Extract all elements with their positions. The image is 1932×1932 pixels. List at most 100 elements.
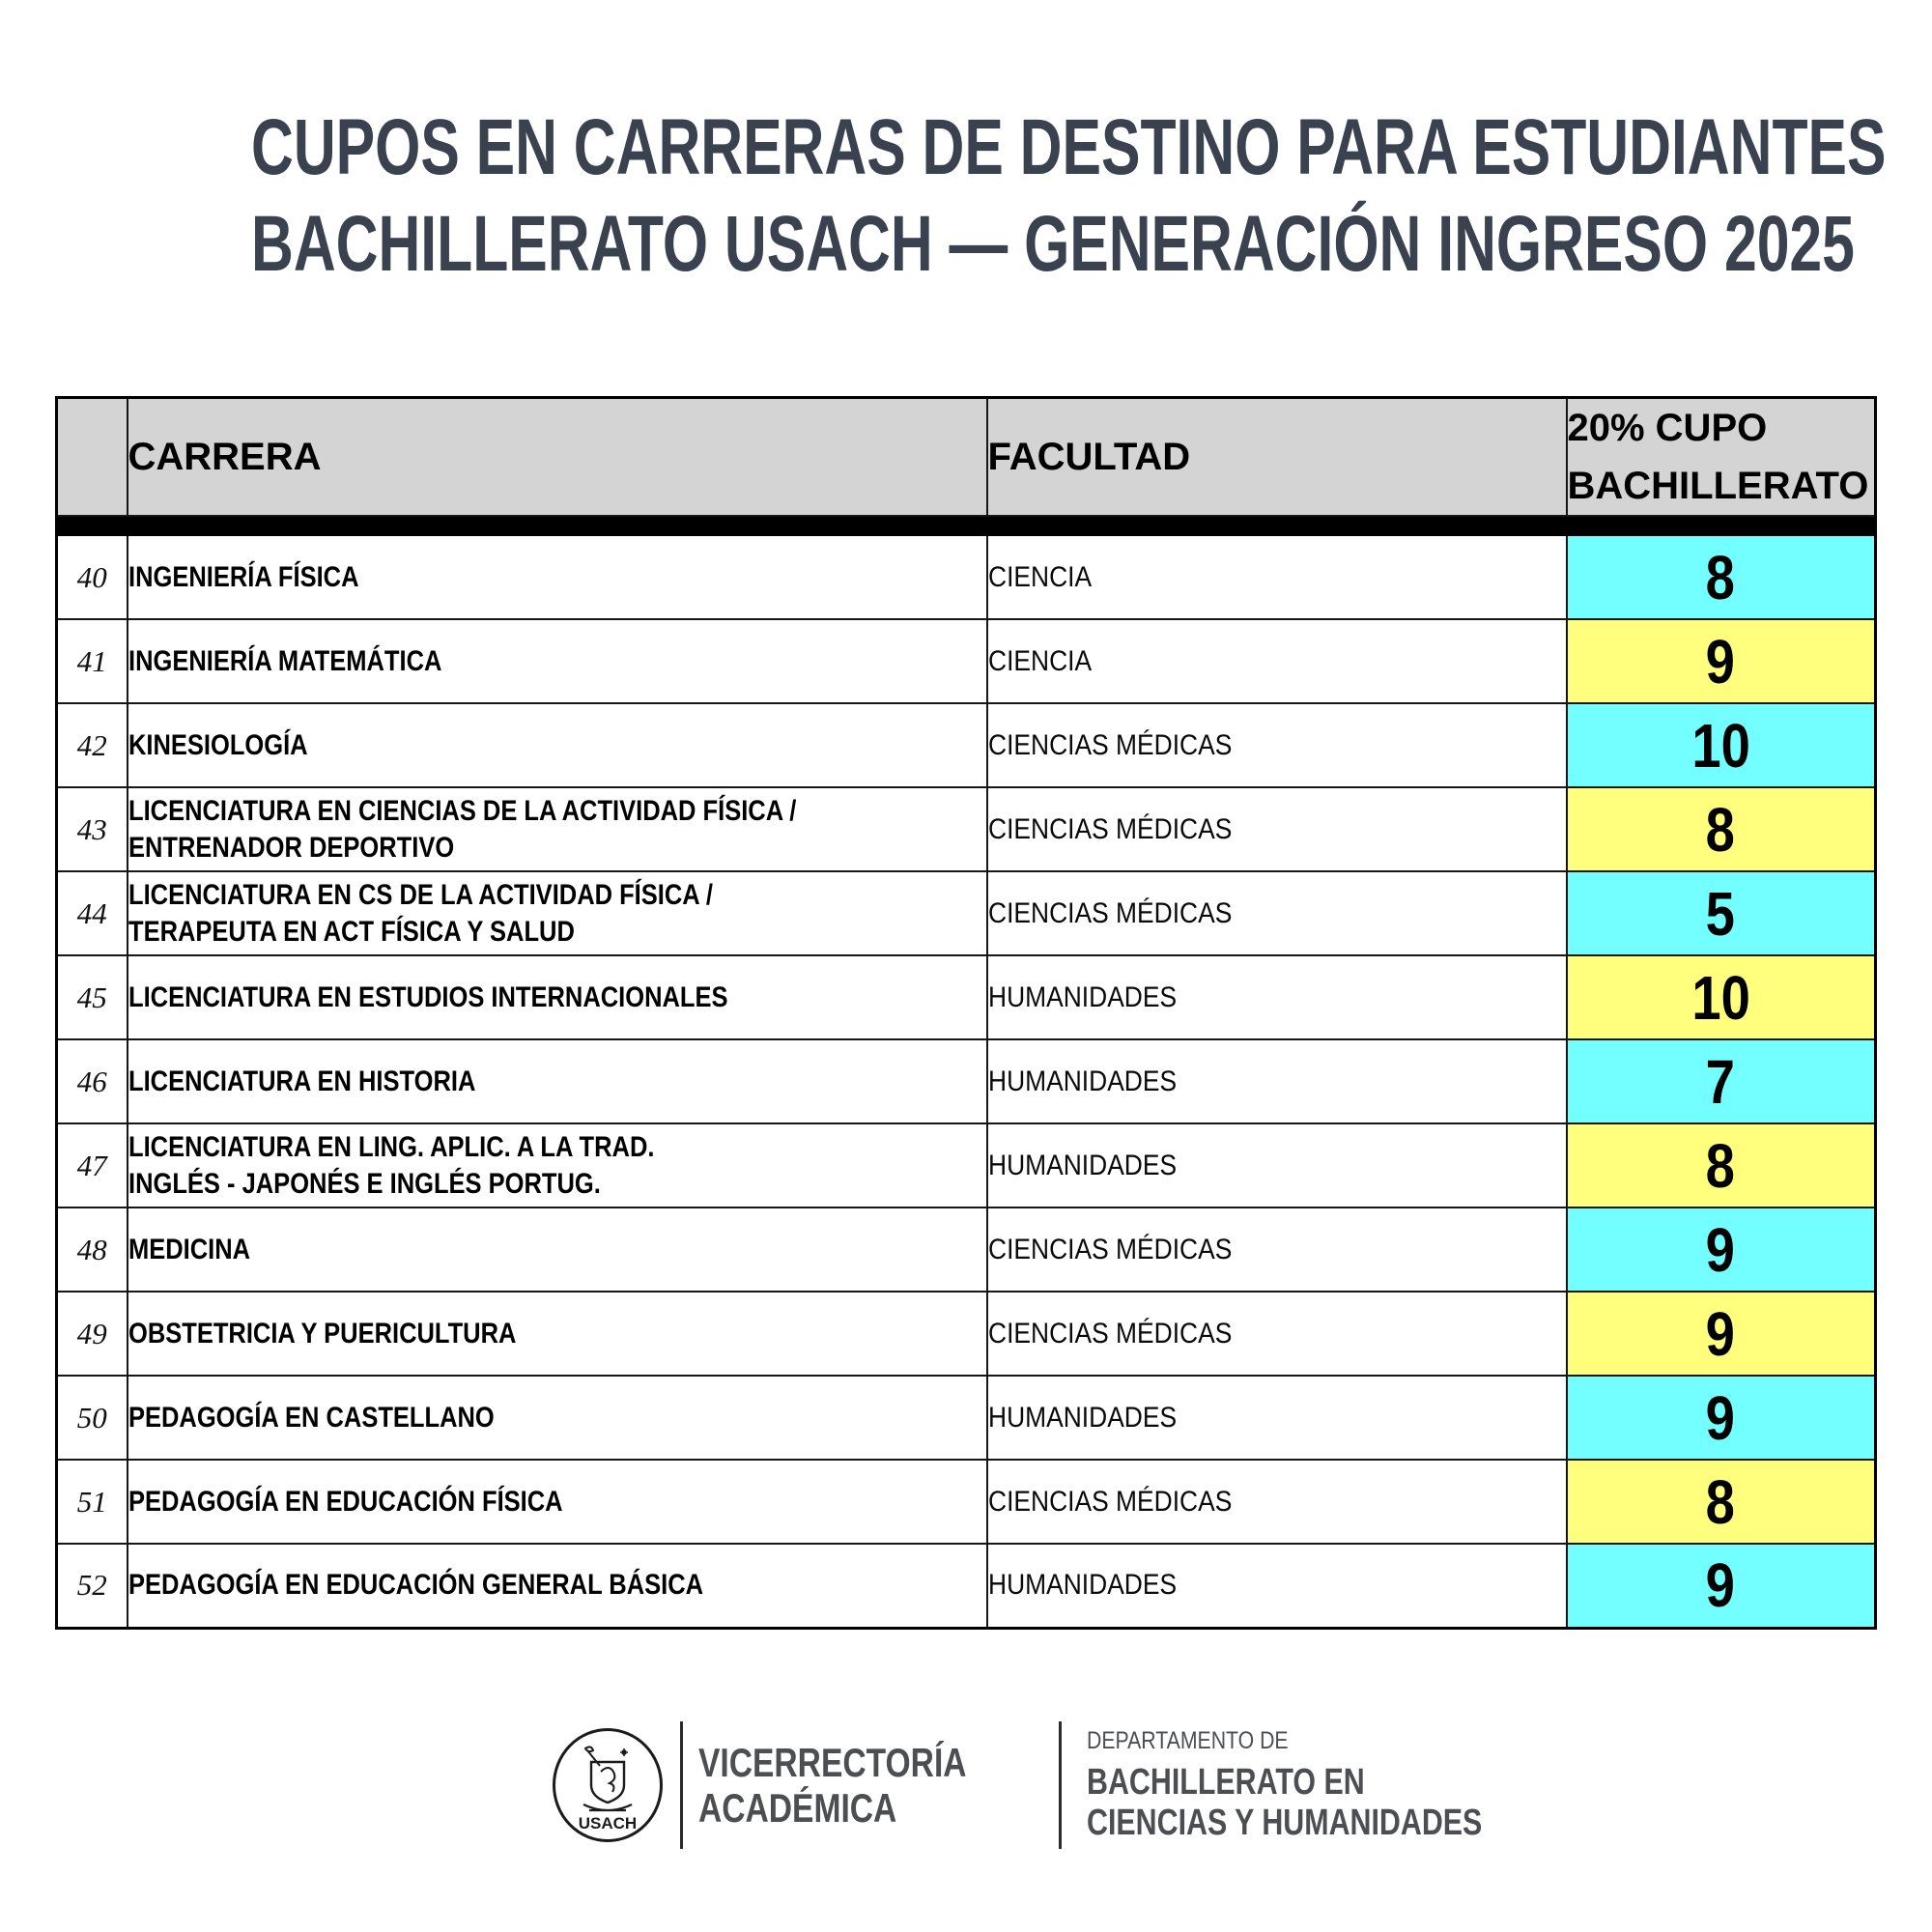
carrera-name: PEDAGOGÍA EN EDUCACIÓN GENERAL BÁSICA bbox=[128, 1569, 703, 1602]
page-title-line2: BACHILLERATO USACH — GENERACIÓN INGRESO … bbox=[251, 200, 1855, 288]
facultad-cell: HUMANIDADES bbox=[985, 954, 1568, 1040]
table-row: 48 MEDICINA CIENCIAS MÉDICAS 9 bbox=[55, 1207, 1877, 1293]
footer-divider-1 bbox=[680, 1720, 683, 1849]
table-row: 47 LICENCIATURA EN LING. APLIC. A LA TRAD… bbox=[55, 1122, 1877, 1208]
header-divider-band bbox=[55, 515, 1877, 536]
cupos-table: CARRERA FACULTAD 20% CUPO BACHILLERATO 4… bbox=[55, 396, 1877, 1630]
row-number-cell: 43 bbox=[55, 786, 128, 872]
carrera-name: INGENIERÍA MATEMÁTICA bbox=[128, 644, 441, 677]
facultad-name: HUMANIDADES bbox=[987, 1569, 1177, 1602]
cupo-value: 9 bbox=[1706, 626, 1736, 696]
facultad-name: HUMANIDADES bbox=[987, 980, 1177, 1013]
cupo-value: 9 bbox=[1706, 1382, 1736, 1453]
carrera-cell: KINESIOLOGÍA bbox=[126, 702, 988, 788]
facultad-name: CIENCIAS MÉDICAS bbox=[987, 1317, 1232, 1350]
row-number: 42 bbox=[76, 727, 107, 762]
carrera-cell: PEDAGOGÍA EN EDUCACIÓN FÍSICA bbox=[126, 1459, 988, 1545]
cupo-value: 9 bbox=[1706, 1214, 1736, 1285]
table-row: 51 PEDAGOGÍA EN EDUCACIÓN FÍSICA CIENCIAS … bbox=[55, 1459, 1877, 1545]
row-number-cell: 50 bbox=[55, 1375, 128, 1461]
facultad-cell: HUMANIDADES bbox=[985, 1122, 1568, 1208]
header-divider-band-cell bbox=[55, 515, 1877, 536]
facultad-cell: CIENCIAS MÉDICAS bbox=[985, 1459, 1568, 1545]
page-title-line1: CUPOS EN CARRERAS DE DESTINO PARA ESTUDI… bbox=[251, 103, 1887, 191]
carrera-name: PEDAGOGÍA EN EDUCACIÓN FÍSICA bbox=[128, 1485, 563, 1518]
row-number-cell: 51 bbox=[55, 1459, 128, 1545]
carrera-name: LICENCIATURA EN ESTUDIOS INTERNACIONALES bbox=[128, 980, 728, 1013]
carrera-cell: INGENIERÍA MATEMÁTICA bbox=[126, 618, 988, 704]
footer-divider-2 bbox=[1058, 1720, 1062, 1849]
cupo-cell: 8 bbox=[1565, 786, 1877, 872]
row-number-cell: 44 bbox=[55, 870, 128, 956]
departamento-line1: BACHILLERATO EN bbox=[1086, 1762, 1365, 1803]
cupo-value: 10 bbox=[1690, 962, 1750, 1033]
carrera-name: PEDAGOGÍA EN CASTELLANO bbox=[128, 1401, 495, 1434]
carrera-name: LICENCIATURA EN HISTORIA bbox=[128, 1065, 475, 1097]
facultad-cell: HUMANIDADES bbox=[985, 1038, 1568, 1124]
row-number-cell: 42 bbox=[55, 702, 128, 788]
table-row: 46 LICENCIATURA EN HISTORIA HUMANIDADES 7 bbox=[55, 1038, 1877, 1124]
cupo-value: 8 bbox=[1706, 1130, 1736, 1201]
table-row: 40 INGENIERÍA FÍSICA CIENCIA 8 bbox=[55, 534, 1877, 620]
cupo-cell: 10 bbox=[1565, 954, 1877, 1040]
facultad-cell: HUMANIDADES bbox=[985, 1543, 1568, 1629]
row-number-cell: 45 bbox=[55, 954, 128, 1040]
page-title: CUPOS EN CARRERAS DE DESTINO PARA ESTUDI… bbox=[0, 99, 1932, 293]
row-number: 43 bbox=[76, 811, 107, 846]
facultad-name: HUMANIDADES bbox=[987, 1401, 1177, 1434]
facultad-cell: CIENCIAS MÉDICAS bbox=[985, 1291, 1568, 1377]
carrera-cell: INGENIERÍA FÍSICA bbox=[126, 534, 988, 620]
carrera-cell: LICENCIATURA EN ESTUDIOS INTERNACIONALES bbox=[126, 954, 988, 1040]
row-number: 46 bbox=[76, 1064, 107, 1098]
row-number-cell: 47 bbox=[55, 1122, 128, 1208]
facultad-name: CIENCIAS MÉDICAS bbox=[987, 728, 1232, 761]
carrera-name: LICENCIATURA EN CS DE LA ACTIVIDAD FÍSIC… bbox=[128, 878, 713, 948]
carrera-name: MEDICINA bbox=[128, 1233, 250, 1265]
departamento-small: DEPARTAMENTO DE bbox=[1086, 1727, 1289, 1754]
facultad-cell: HUMANIDADES bbox=[985, 1375, 1568, 1461]
row-number: 49 bbox=[76, 1316, 107, 1350]
table-row: 45 LICENCIATURA EN ESTUDIOS INTERNACIONAL… bbox=[55, 954, 1877, 1040]
cupo-value: 9 bbox=[1706, 1298, 1736, 1369]
facultad-cell: CIENCIAS MÉDICAS bbox=[985, 1207, 1568, 1293]
carrera-name: KINESIOLOGÍA bbox=[128, 728, 308, 761]
cupo-cell: 7 bbox=[1565, 1038, 1877, 1124]
usach-logo: USACH bbox=[551, 1727, 665, 1843]
cupo-value: 8 bbox=[1706, 1466, 1736, 1537]
facultad-cell: CIENCIA bbox=[985, 618, 1568, 704]
facultad-cell: CIENCIAS MÉDICAS bbox=[985, 702, 1568, 788]
row-number: 47 bbox=[76, 1148, 107, 1182]
carrera-cell: PEDAGOGÍA EN EDUCACIÓN GENERAL BÁSICA bbox=[126, 1543, 988, 1629]
row-number: 45 bbox=[76, 980, 107, 1014]
cupo-cell: 8 bbox=[1565, 1122, 1877, 1208]
header-cell-cupo: 20% CUPO BACHILLERATO bbox=[1565, 396, 1877, 517]
carrera-cell: LICENCIATURA EN LING. APLIC. A LA TRAD. … bbox=[126, 1122, 988, 1208]
usach-crest-icon: USACH bbox=[553, 1727, 663, 1842]
row-number: 52 bbox=[76, 1568, 107, 1603]
cupo-value: 8 bbox=[1706, 794, 1736, 865]
cupo-cell: 9 bbox=[1565, 618, 1877, 704]
header-row: CARRERA FACULTAD 20% CUPO BACHILLERATO bbox=[55, 396, 1877, 517]
cupo-cell: 9 bbox=[1565, 1291, 1877, 1377]
carrera-name: OBSTETRICIA Y PUERICULTURA bbox=[128, 1317, 516, 1350]
table-row: 41 INGENIERÍA MATEMÁTICA CIENCIA 9 bbox=[55, 618, 1877, 704]
carrera-cell: PEDAGOGÍA EN CASTELLANO bbox=[126, 1375, 988, 1461]
table-row: 52 PEDAGOGÍA EN EDUCACIÓN GENERAL BÁSICA H… bbox=[55, 1543, 1877, 1629]
header-cell-facultad: FACULTAD bbox=[985, 396, 1568, 517]
table-body: 40 INGENIERÍA FÍSICA CIENCIA 8 41 INGENIERÍA … bbox=[55, 534, 1877, 1629]
carrera-cell: LICENCIATURA EN CIENCIAS DE LA ACTIVIDAD… bbox=[126, 786, 988, 872]
cupo-cell: 9 bbox=[1565, 1375, 1877, 1461]
carrera-cell: LICENCIATURA EN HISTORIA bbox=[126, 1038, 988, 1124]
vicerrectoria-line1: VICERRECTORÍA bbox=[698, 1739, 967, 1785]
facultad-cell: CIENCIAS MÉDICAS bbox=[985, 870, 1568, 956]
facultad-name: CIENCIAS MÉDICAS bbox=[987, 812, 1232, 845]
carrera-name: LICENCIATURA EN LING. APLIC. A LA TRAD. … bbox=[128, 1130, 654, 1200]
row-number: 51 bbox=[76, 1484, 107, 1519]
cupo-value: 9 bbox=[1706, 1550, 1736, 1621]
table-row: 44 LICENCIATURA EN CS DE LA ACTIVIDAD FÍS… bbox=[55, 870, 1877, 956]
facultad-name: CIENCIA bbox=[987, 644, 1092, 677]
cupo-cell: 8 bbox=[1565, 1459, 1877, 1545]
row-number: 44 bbox=[76, 895, 107, 930]
row-number-cell: 48 bbox=[55, 1207, 128, 1293]
